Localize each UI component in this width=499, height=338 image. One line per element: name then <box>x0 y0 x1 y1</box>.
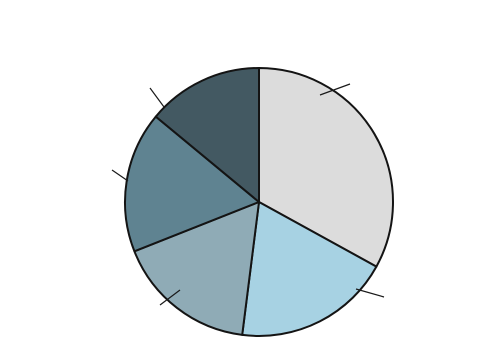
leader-line-5 <box>149 87 165 108</box>
pie-slice-3 <box>133 201 260 336</box>
pie-slice-5 <box>154 67 260 203</box>
pie-slice-1 <box>258 67 394 268</box>
pie-slice-4 <box>124 115 260 253</box>
leader-line-2 <box>355 288 385 298</box>
leader-line-4 <box>111 169 129 182</box>
leader-lines <box>111 83 385 306</box>
leader-line-1 <box>319 83 351 96</box>
pie-slice-2 <box>241 201 378 337</box>
pie-slices <box>124 67 394 337</box>
leader-line-3 <box>159 289 181 306</box>
